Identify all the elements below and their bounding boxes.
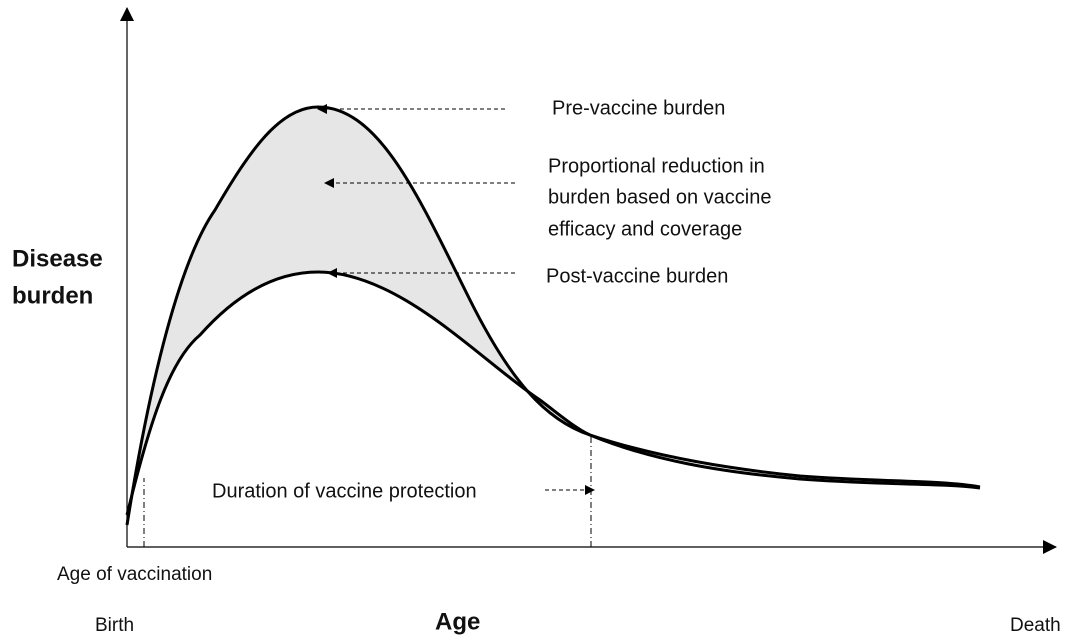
pre-vaccine-curve bbox=[125, 105, 981, 526]
vaccination-label: Age of vaccination bbox=[57, 564, 212, 585]
annotation: burden based on vaccine bbox=[548, 186, 772, 208]
x-axis-label: Age bbox=[435, 608, 480, 635]
y-axis-label: burden bbox=[12, 282, 93, 309]
annotation: efficacy and coverage bbox=[548, 218, 742, 240]
x-start-label: Birth bbox=[95, 615, 134, 636]
reduction-area bbox=[127, 107, 590, 525]
post-vaccine-curve bbox=[125, 270, 981, 516]
annotation: Post-vaccine burden bbox=[546, 265, 728, 287]
x-end-label: Death bbox=[1010, 615, 1061, 636]
annotation: Pre-vaccine burden bbox=[552, 97, 725, 119]
y-axis-label: Disease bbox=[12, 245, 103, 272]
annotation: Duration of vaccine protection bbox=[212, 480, 477, 502]
annotation: Proportional reduction in bbox=[548, 155, 765, 177]
